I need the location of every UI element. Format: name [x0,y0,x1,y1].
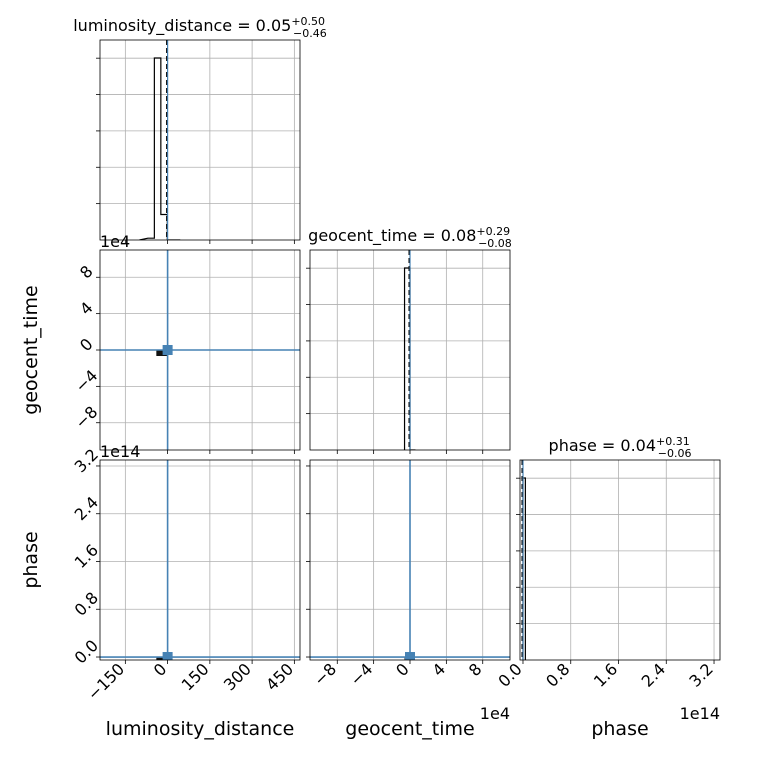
plot-area [403,250,416,450]
scatter-panel-luminosity_distance-vs-geocent_time: −8 −4 0 4 8 [71,249,301,454]
y-tick-label: 0.8 [71,588,102,619]
histogram-luminosity_distance [139,57,181,240]
y-tick-label: −8 [71,402,101,432]
y-tick-label: 0.0 [71,636,102,667]
y-tick-label: 2.4 [71,493,102,524]
scatter-panel-geocent_time-vs-phase: −8 −4 0 4 8 [306,459,511,690]
x-tick-label: 2.4 [638,659,669,690]
grid [520,460,720,660]
plot-area [310,460,510,660]
plot-area [100,460,300,660]
plot-area [139,40,181,240]
title-minus: −0.08 [478,237,512,250]
x-offset-label: 1e14 [680,704,720,723]
y-offset-label: 1e4 [100,232,130,251]
y-tick-label: 8 [76,262,97,283]
x-offset-label: 1e4 [480,704,510,723]
diagonal-title-geocent_time: geocent_time = 0.08+0.29 −0.08 [308,225,512,250]
axes-frame [519,459,721,661]
y-offset-label: 1e14 [100,442,140,461]
x-tick-label: 0.0 [494,659,525,690]
title-main: geocent_time = 0.08 [308,226,476,246]
truth-marker [405,652,415,660]
title-main: luminosity_distance = 0.05 [73,16,291,36]
x-axis-label-luminosity_distance: luminosity_distance [106,718,295,740]
x-axis-label-geocent_time: geocent_time [345,718,474,740]
plot-area [100,250,300,450]
x-tick-label: −8 [310,659,340,689]
histogram-panel-geocent_time [306,249,511,454]
y-tick-label: 0 [76,334,97,355]
title-main: phase = 0.04 [549,436,656,455]
truth-marker [162,652,173,660]
truth-marker [162,345,173,355]
histogram-panel-luminosity_distance [96,39,301,244]
plot-area [521,460,526,660]
title-plus: +0.50 [291,15,325,28]
density-region [156,350,168,356]
histogram-panel-phase: 0.0 0.8 1.6 2.4 3.2 [494,459,721,691]
y-tick-label: 3.2 [71,445,102,476]
y-tick-label: 4 [76,298,97,319]
axes-frame [99,459,301,661]
x-tick-label: −4 [346,659,376,689]
grid [100,460,300,660]
axes-frame [99,39,301,241]
x-tick-label: −150 [84,659,129,704]
title-minus: −0.06 [658,447,692,460]
x-tick-label: 450 [262,659,297,694]
x-tick-label: 1.6 [590,659,621,690]
diagonal-title-phase: phase = 0.04+0.31 −0.06 [549,435,692,460]
x-tick-label: 3.2 [685,659,716,690]
diagonal-title-luminosity_distance: luminosity_distance = 0.05+0.50 −0.46 [73,15,327,40]
y-tick-label: −4 [71,366,101,396]
x-tick-label: 150 [178,659,213,694]
y-axis-label-phase: phase [20,531,42,588]
density-region [156,657,168,660]
grid [100,40,300,240]
title-minus: −0.46 [293,27,327,40]
title-plus: +0.29 [476,225,510,238]
x-tick-label: 300 [220,659,255,694]
y-tick-label: 1.6 [71,540,102,571]
title-plus: +0.31 [656,435,690,448]
x-tick-label: 0.8 [542,659,573,690]
x-axis-label-phase: phase [591,718,648,740]
y-axis-label-geocent_time: geocent_time [20,285,42,414]
